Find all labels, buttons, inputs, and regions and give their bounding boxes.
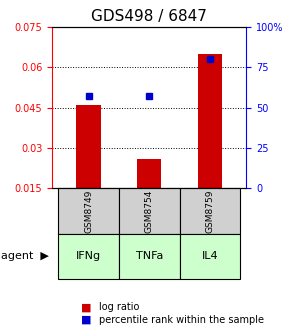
Text: GSM8759: GSM8759 bbox=[206, 189, 215, 233]
Text: ■: ■ bbox=[81, 302, 92, 312]
Bar bbox=[198, 54, 222, 188]
Bar bbox=[77, 105, 101, 188]
FancyBboxPatch shape bbox=[119, 188, 180, 234]
Text: GSM8749: GSM8749 bbox=[84, 189, 93, 233]
Text: GSM8754: GSM8754 bbox=[145, 189, 154, 233]
FancyBboxPatch shape bbox=[58, 188, 119, 234]
Text: IFNg: IFNg bbox=[76, 251, 101, 261]
Title: GDS498 / 6847: GDS498 / 6847 bbox=[91, 9, 207, 24]
Text: agent  ▶: agent ▶ bbox=[1, 251, 49, 261]
Bar bbox=[137, 159, 162, 188]
Text: ■: ■ bbox=[81, 315, 92, 325]
FancyBboxPatch shape bbox=[180, 234, 240, 279]
FancyBboxPatch shape bbox=[119, 234, 180, 279]
FancyBboxPatch shape bbox=[180, 188, 240, 234]
Text: TNFa: TNFa bbox=[136, 251, 163, 261]
Text: IL4: IL4 bbox=[202, 251, 218, 261]
Text: log ratio: log ratio bbox=[99, 302, 139, 312]
Text: percentile rank within the sample: percentile rank within the sample bbox=[99, 315, 264, 325]
FancyBboxPatch shape bbox=[58, 234, 119, 279]
